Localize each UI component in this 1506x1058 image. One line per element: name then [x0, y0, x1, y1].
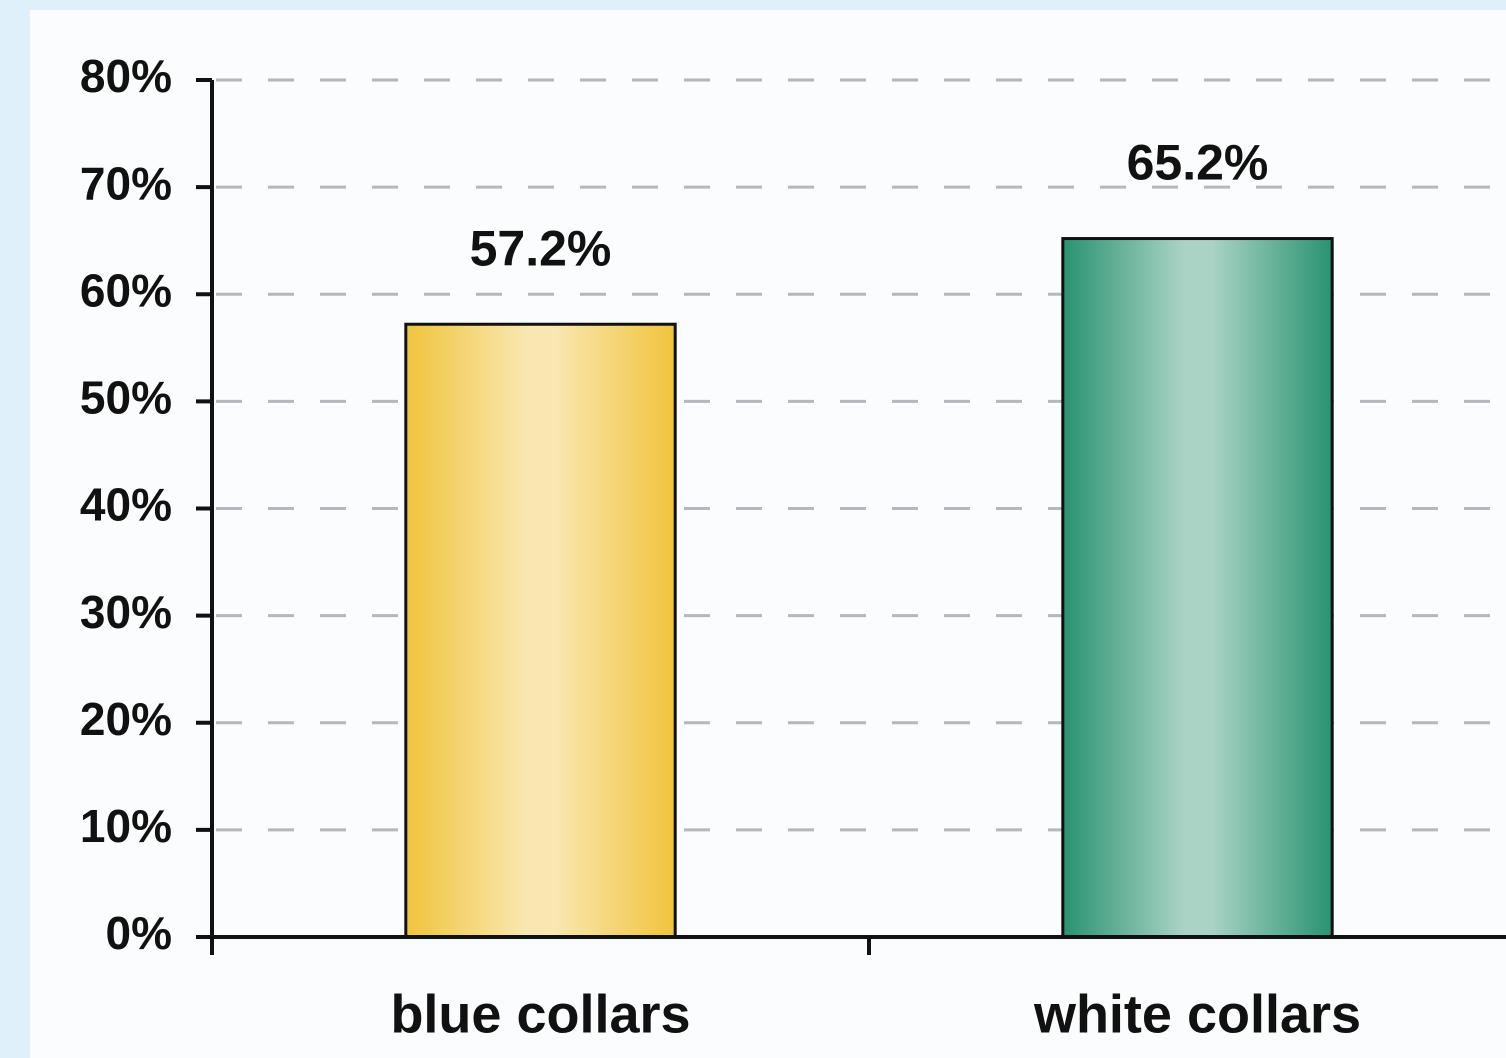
y-tick-label: 20% — [80, 693, 172, 745]
x-tick-label: blue collars — [390, 984, 690, 1044]
y-tick-label: 80% — [80, 50, 172, 102]
bar — [1061, 237, 1334, 939]
x-tick-label: white collars — [1033, 984, 1361, 1044]
y-tick-label: 10% — [80, 800, 172, 852]
value-label: 57.2% — [470, 220, 612, 276]
y-tick-label: 30% — [80, 586, 172, 638]
y-tick-label: 70% — [80, 157, 172, 209]
y-tick-label: 40% — [80, 479, 172, 531]
y-tick-label: 50% — [80, 372, 172, 424]
bar — [404, 322, 677, 939]
y-tick-label: 0% — [106, 907, 172, 959]
value-label: 65.2% — [1127, 135, 1269, 191]
y-tick-label: 60% — [80, 264, 172, 316]
